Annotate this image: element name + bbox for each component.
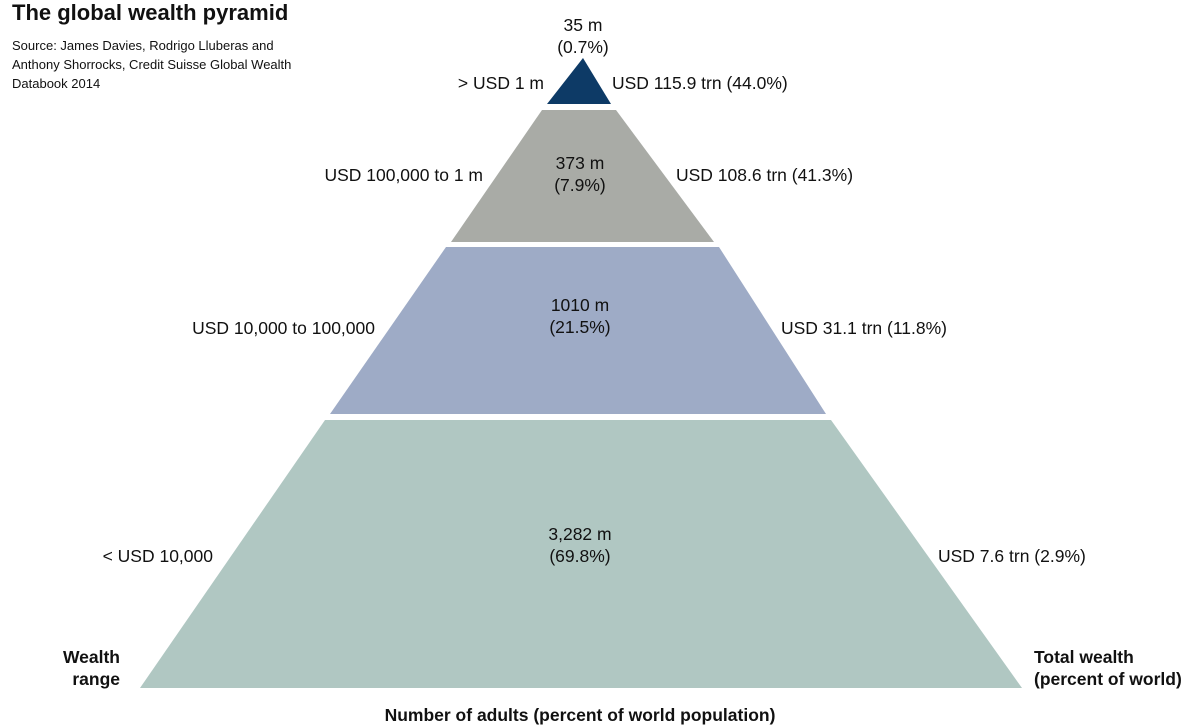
tier-3-adults-pct: (21.5%) [549, 317, 611, 337]
pyramid-tier-3 [330, 247, 826, 414]
tier-3-wealth-range: USD 10,000 to 100,000 [192, 318, 375, 338]
tier-1-adults-count: 35 m [563, 15, 603, 35]
source-line-3: Databook 2014 [12, 76, 101, 91]
tier-4-total-wealth: USD 7.6 trn (2.9%) [938, 546, 1086, 566]
source-line-1: Source: James Davies, Rodrigo Lluberas a… [12, 38, 274, 53]
wealth-range-axis-label-line-2: range [72, 669, 120, 689]
total-wealth-axis-label-line-1: Total wealth [1034, 647, 1134, 667]
tier-1-total-wealth: USD 115.9 trn (44.0%) [612, 73, 788, 93]
tier-1-wealth-range: > USD 1 m [457, 73, 544, 93]
tier-3-total-wealth: USD 31.1 trn (11.8%) [781, 318, 947, 338]
diagram-title: The global wealth pyramid [12, 0, 289, 25]
tier-2-wealth-range: USD 100,000 to 1 m [324, 165, 483, 185]
tier-2-adults-count: 373 m [555, 153, 605, 173]
wealth-range-axis-label: Wealth range [63, 646, 120, 690]
tier-2-total-wealth: USD 108.6 trn (41.3%) [676, 165, 854, 185]
pyramid-tier-2 [451, 110, 714, 242]
tier-1-adults: 35 m (0.7%) [533, 14, 633, 58]
pyramid-tier-4 [140, 420, 1022, 688]
tier-2-adults-pct: (7.9%) [554, 175, 606, 195]
tier-4-adults-pct: (69.8%) [549, 546, 611, 566]
tier-3-adults-count: 1010 m [550, 295, 610, 315]
wealth-range-axis-label-line-1: Wealth [62, 647, 120, 667]
tier-4-wealth-range: < USD 10,000 [102, 546, 213, 566]
source-note: Source: James Davies, Rodrigo Lluberas a… [12, 36, 322, 93]
tier-3-adults: 1010 m (21.5%) [520, 294, 640, 338]
source-line-2: Anthony Shorrocks, Credit Suisse Global … [12, 57, 292, 72]
tier-2-adults: 373 m (7.9%) [530, 152, 630, 196]
tier-1-adults-pct: (0.7%) [557, 37, 609, 57]
tier-4-adults: 3,282 m (69.8%) [520, 523, 640, 567]
total-wealth-axis-label: Total wealth (percent of world) [1034, 646, 1182, 690]
total-wealth-axis-label-line-2: (percent of world) [1034, 669, 1182, 689]
pyramid-tier-1 [547, 58, 611, 104]
tier-4-adults-count: 3,282 m [548, 524, 612, 544]
adults-axis-label: Number of adults (percent of world popul… [384, 705, 776, 725]
